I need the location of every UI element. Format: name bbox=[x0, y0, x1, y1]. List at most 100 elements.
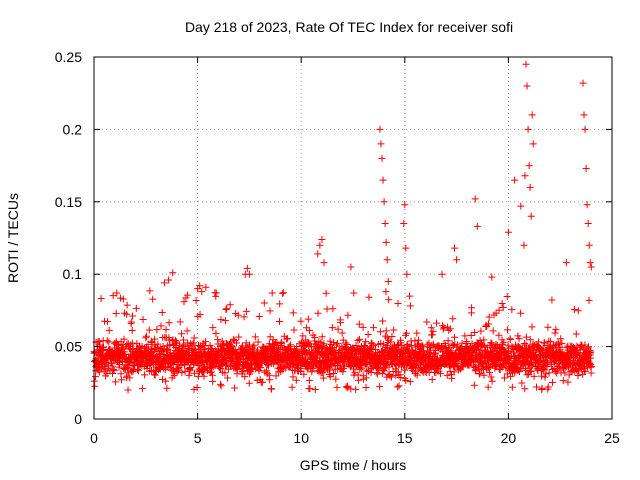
roti-point bbox=[266, 307, 274, 315]
roti-point bbox=[574, 371, 582, 379]
roti-point bbox=[587, 348, 595, 356]
roti-point bbox=[100, 343, 107, 351]
roti-point bbox=[254, 338, 262, 346]
roti-point bbox=[533, 383, 541, 391]
roti-spike-point bbox=[579, 79, 587, 87]
data-points bbox=[90, 60, 595, 394]
roti-spike-point bbox=[522, 60, 530, 68]
roti-point bbox=[112, 310, 120, 318]
roti-point bbox=[551, 329, 559, 337]
roti-point bbox=[354, 337, 362, 345]
y-tick-label: 0.1 bbox=[63, 266, 83, 282]
roti-point bbox=[111, 378, 119, 386]
roti-point bbox=[222, 306, 230, 314]
roti-point bbox=[473, 345, 481, 353]
roti-point bbox=[558, 339, 566, 347]
roti-point bbox=[406, 292, 414, 300]
roti-point bbox=[419, 343, 427, 351]
roti-point bbox=[163, 384, 171, 392]
roti-point bbox=[576, 346, 584, 354]
roti-spike-point bbox=[380, 198, 388, 206]
roti-point bbox=[330, 370, 338, 378]
roti-point bbox=[188, 340, 196, 348]
roti-point bbox=[574, 307, 582, 315]
roti-point bbox=[326, 373, 334, 381]
roti-point bbox=[547, 360, 555, 368]
y-tick-labels: 0 0.05 0.1 0.15 0.2 0.25 bbox=[55, 49, 82, 427]
roti-point bbox=[196, 310, 204, 318]
roti-point bbox=[545, 337, 553, 345]
roti-point bbox=[522, 333, 530, 341]
roti-point bbox=[585, 343, 593, 351]
roti-point bbox=[480, 371, 488, 379]
roti-point bbox=[336, 319, 344, 327]
roti-point bbox=[523, 371, 531, 379]
roti-point bbox=[406, 302, 414, 310]
x-tick-label: 15 bbox=[397, 430, 413, 446]
roti-point bbox=[266, 376, 274, 384]
roti-point bbox=[439, 325, 447, 333]
roti-point bbox=[320, 340, 328, 348]
roti-point bbox=[495, 331, 503, 339]
roti-spike-point bbox=[526, 183, 534, 191]
roti-point bbox=[394, 300, 402, 308]
roti-point bbox=[202, 338, 210, 346]
roti-point bbox=[495, 306, 503, 314]
roti-point bbox=[354, 376, 362, 384]
roti-point bbox=[176, 318, 184, 326]
roti-point bbox=[394, 383, 402, 391]
roti-point bbox=[552, 325, 560, 333]
roti-spike-point bbox=[523, 82, 531, 90]
roti-point bbox=[108, 362, 116, 370]
roti-point bbox=[372, 346, 380, 354]
roti-point bbox=[548, 344, 556, 352]
roti-point bbox=[218, 337, 226, 345]
roti-point bbox=[508, 306, 516, 314]
roti-point bbox=[145, 326, 153, 334]
roti-point bbox=[158, 309, 166, 317]
roti-point bbox=[95, 337, 103, 345]
roti-point bbox=[235, 333, 243, 341]
roti-point bbox=[352, 341, 360, 349]
roti-point bbox=[191, 369, 199, 377]
roti-point bbox=[463, 338, 471, 346]
roti-spike-point bbox=[160, 279, 168, 287]
roti-point bbox=[538, 384, 546, 392]
roti-point bbox=[445, 326, 453, 334]
roti-point bbox=[498, 299, 506, 307]
roti-point bbox=[185, 371, 193, 379]
roti-point bbox=[139, 315, 147, 323]
roti-point bbox=[443, 371, 451, 379]
roti-point bbox=[547, 338, 555, 346]
roti-point bbox=[369, 324, 377, 332]
roti-point bbox=[166, 349, 174, 357]
roti-point bbox=[233, 365, 241, 373]
roti-point bbox=[367, 369, 375, 377]
roti-point bbox=[318, 369, 326, 377]
roti-point bbox=[228, 343, 236, 351]
roti-point bbox=[120, 335, 128, 343]
roti-point bbox=[305, 376, 313, 384]
roti-point bbox=[537, 346, 545, 354]
roti-point bbox=[333, 341, 341, 349]
roti-spike-point bbox=[583, 201, 591, 209]
roti-point bbox=[231, 384, 239, 392]
roti-point bbox=[226, 362, 234, 370]
roti-point bbox=[383, 342, 391, 350]
roti-point bbox=[116, 294, 124, 302]
roti-point bbox=[527, 368, 535, 376]
roti-point bbox=[499, 304, 507, 312]
roti-point bbox=[402, 377, 410, 385]
roti-point bbox=[401, 366, 409, 374]
roti-spike-point bbox=[562, 259, 570, 267]
roti-point bbox=[329, 305, 337, 313]
roti-point bbox=[103, 318, 111, 326]
roti-point bbox=[226, 301, 234, 309]
roti-point bbox=[548, 296, 556, 304]
roti-point bbox=[126, 374, 134, 382]
roti-point bbox=[564, 378, 572, 386]
roti-point bbox=[166, 341, 174, 349]
roti-point bbox=[413, 329, 421, 337]
roti-point bbox=[240, 313, 248, 321]
